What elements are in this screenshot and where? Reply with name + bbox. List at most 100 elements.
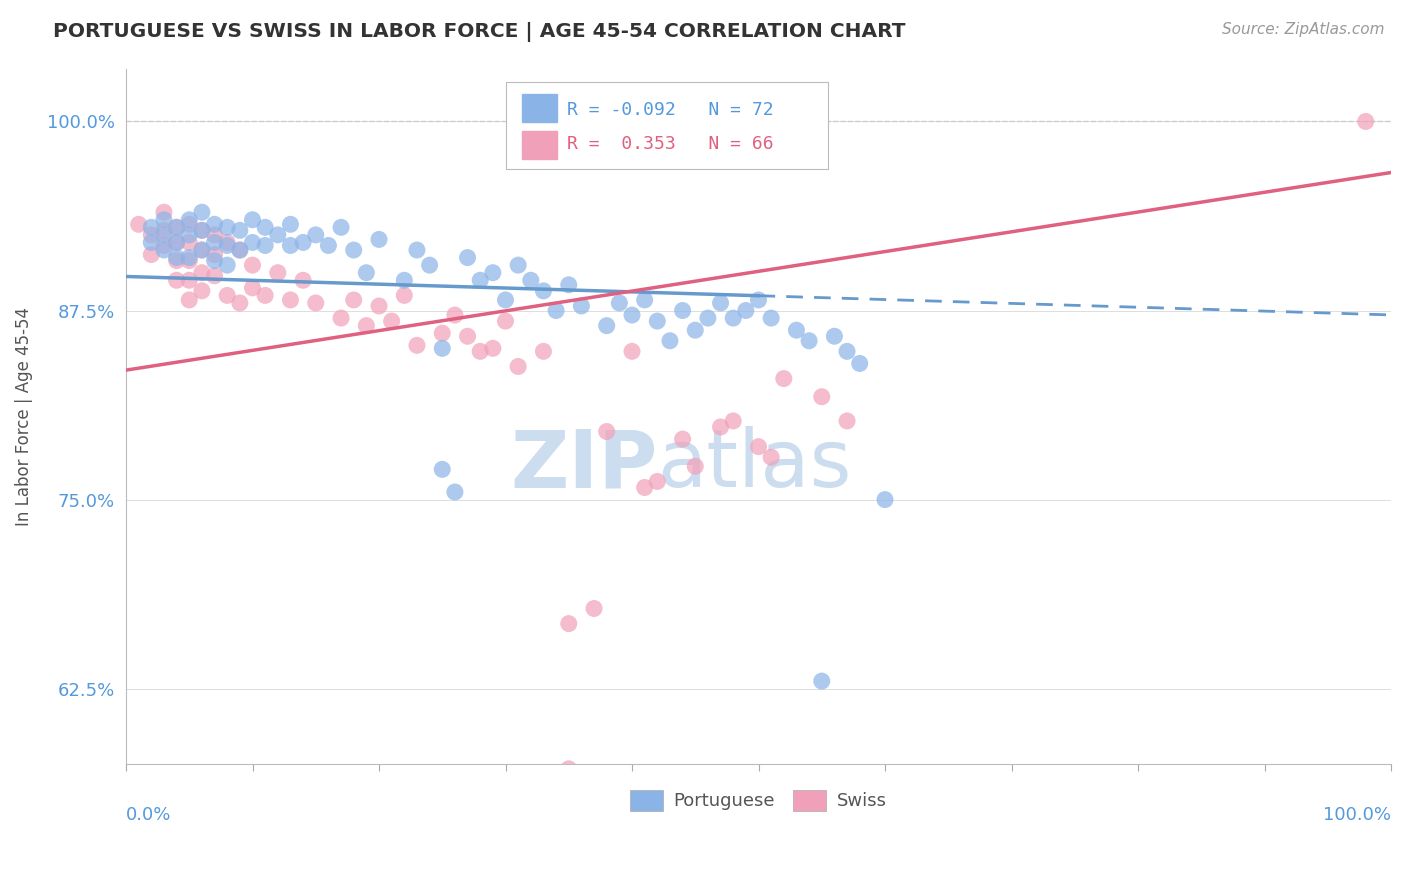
Point [204,235,226,250]
Point [432,342,454,356]
Point [229,243,252,257]
Point [835,344,858,359]
Point [292,235,315,250]
Point [470,273,492,287]
Point [254,220,277,235]
Point [217,238,239,252]
Point [204,253,226,268]
Point [1354,114,1376,128]
Text: 0.0%: 0.0% [127,806,172,824]
Point [368,299,391,313]
Point [267,227,290,242]
Point [823,329,845,343]
Point [508,359,530,374]
Point [734,303,756,318]
Point [558,762,581,776]
Point [596,425,619,439]
Bar [522,95,557,122]
Point [394,288,416,302]
Text: PORTUGUESE VS SWISS IN LABOR FORCE | AGE 45-54 CORRELATION CHART: PORTUGUESE VS SWISS IN LABOR FORCE | AGE… [53,22,905,42]
Point [721,311,744,326]
Point [558,277,581,292]
Point [179,251,201,265]
Point [683,323,706,337]
Point [444,485,467,500]
Point [709,420,731,434]
Point [432,462,454,476]
Point [633,293,655,307]
Point [508,258,530,272]
Point [759,450,782,465]
Point [406,338,429,352]
Point [280,238,302,252]
Point [721,414,744,428]
Point [759,311,782,326]
Point [153,212,176,227]
Point [419,258,441,272]
Point [141,227,163,242]
Point [128,217,150,231]
Point [141,247,163,261]
Point [166,235,188,250]
Point [217,220,239,235]
Point [848,356,870,370]
Point [495,314,517,328]
Point [229,243,252,257]
Point [166,235,188,250]
Point [381,314,404,328]
Point [356,318,378,333]
Point [166,253,188,268]
Point [141,220,163,235]
FancyBboxPatch shape [506,82,828,169]
Point [671,303,693,318]
Point [495,293,517,307]
Point [747,293,769,307]
Point [179,293,201,307]
Point [280,293,302,307]
Point [633,481,655,495]
Point [330,311,353,326]
Point [482,342,505,356]
Point [204,268,226,283]
Text: R = -0.092   N = 72: R = -0.092 N = 72 [568,101,775,120]
Point [153,238,176,252]
Point [368,232,391,246]
Point [166,220,188,235]
Point [292,273,315,287]
Point [204,247,226,261]
Point [470,344,492,359]
Point [482,266,505,280]
Point [658,334,681,348]
Point [343,243,366,257]
Point [835,414,858,428]
Point [242,281,264,295]
Point [242,212,264,227]
Point [204,217,226,231]
Point [191,243,214,257]
Point [343,293,366,307]
Point [406,243,429,257]
Point [571,299,593,313]
Point [191,243,214,257]
Point [204,227,226,242]
Point [546,303,568,318]
Point [645,314,668,328]
Point [533,344,555,359]
Point [696,311,718,326]
Point [520,273,543,287]
Point [457,329,479,343]
Point [166,273,188,287]
Point [153,227,176,242]
Point [432,326,454,341]
Text: Source: ZipAtlas.com: Source: ZipAtlas.com [1222,22,1385,37]
Point [533,284,555,298]
Point [330,220,353,235]
Point [153,205,176,219]
Point [444,308,467,322]
Point [141,235,163,250]
Point [558,616,581,631]
Point [280,217,302,231]
Point [217,235,239,250]
Point [609,296,631,310]
Point [191,223,214,237]
